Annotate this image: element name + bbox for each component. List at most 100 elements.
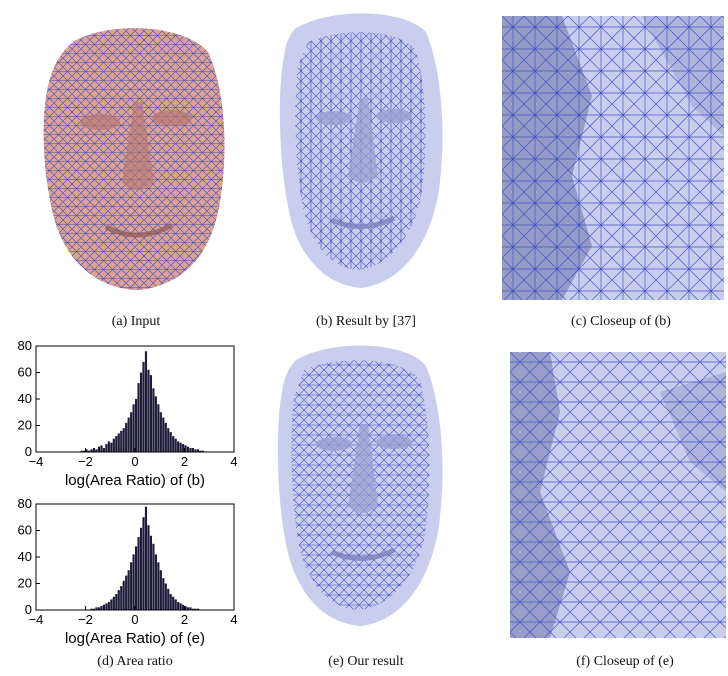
- histogram-bar: [174, 599, 177, 610]
- histogram-bar: [95, 449, 98, 452]
- histogram-bar: [159, 570, 162, 610]
- histogram-bar: [85, 449, 88, 452]
- panel-c-closeup-b: [502, 16, 724, 300]
- mouth: [104, 222, 174, 238]
- histogram-bar: [102, 448, 105, 452]
- histogram-bar: [147, 525, 150, 610]
- histogram-bar: [97, 446, 101, 452]
- result-b-render: [279, 13, 443, 288]
- x-tick-label: 4: [230, 612, 237, 627]
- histogram-bar: [135, 399, 138, 452]
- histogram-bar: [137, 383, 140, 452]
- panel-a-input-face: [36, 22, 236, 294]
- histogram-bar: [83, 450, 86, 452]
- y-tick-label: 80: [18, 496, 32, 511]
- histogram-bar: [120, 586, 123, 610]
- histogram-e: −4 −2 0 2 4 0 20 40 60 80 log(Area Ratio) of (e): [0, 496, 250, 656]
- panel-e-our-result: [274, 340, 450, 630]
- eye-right: [152, 110, 192, 126]
- histogram-bar: [125, 575, 128, 610]
- y-tick-label: 60: [18, 523, 32, 538]
- histogram-bar: [132, 554, 135, 610]
- histogram-bar: [172, 596, 175, 610]
- histogram-bar: [105, 444, 108, 452]
- histogram-bar: [169, 432, 172, 452]
- caption-c: (c) Closeup of (b): [571, 314, 671, 329]
- histogram-bar: [144, 506, 148, 610]
- histogram-bar: [149, 375, 153, 452]
- histogram-bar: [191, 608, 195, 610]
- histogram-bar: [186, 446, 190, 452]
- histogram-bar: [199, 450, 202, 452]
- histogram-bar: [139, 527, 143, 610]
- histogram-bar: [115, 436, 118, 452]
- histogram-bar: [196, 449, 200, 452]
- histogram-bar: [194, 449, 197, 452]
- histogram-bar: [179, 442, 182, 452]
- caption-f: (f) Closeup of (e): [576, 654, 674, 669]
- histogram-bar: [169, 594, 172, 610]
- histogram-bar: [182, 604, 185, 610]
- histogram-bar: [117, 590, 120, 610]
- histogram-bar: [107, 441, 110, 452]
- mouth: [330, 547, 396, 562]
- histogram-bar: [125, 422, 128, 452]
- y-tick-label: 20: [18, 576, 32, 591]
- result-e-render: [277, 345, 443, 626]
- x-tick-label: 4: [230, 454, 237, 469]
- histogram-bar: [172, 436, 175, 452]
- x-tick-label: −2: [78, 612, 93, 627]
- histogram-bar: [115, 594, 118, 610]
- histogram-bar: [137, 537, 140, 610]
- x-tick-label: −2: [78, 454, 93, 469]
- x-tick-label: 0: [131, 612, 138, 627]
- histogram-bar: [162, 578, 165, 610]
- histogram-bar: [182, 444, 185, 452]
- closeup-b-render: [502, 16, 724, 300]
- histogram-bar: [147, 369, 150, 452]
- histogram-bar: [135, 546, 138, 610]
- histogram-bar: [162, 417, 165, 452]
- x-axis-label: log(Area Ratio) of (e): [65, 630, 205, 647]
- histogram-bar: [130, 412, 133, 452]
- histogram-bar: [179, 603, 182, 610]
- histogram-bar: [149, 535, 153, 610]
- histogram-bar: [142, 361, 145, 452]
- histogram-bar: [201, 450, 204, 452]
- y-tick-label: 0: [25, 602, 32, 617]
- x-tick-label: −4: [29, 454, 44, 469]
- histogram-bar: [127, 417, 130, 452]
- histogram-bar: [189, 607, 192, 610]
- nose: [348, 98, 378, 183]
- x-tick-label: −4: [29, 612, 44, 627]
- eye-left: [316, 111, 352, 125]
- histogram-bar: [194, 608, 197, 610]
- y-tick-label: 80: [18, 338, 32, 353]
- panel-f-closeup-e: [510, 352, 726, 638]
- y-tick-label: 0: [25, 444, 32, 459]
- eye-right: [376, 435, 412, 449]
- histogram-bar: [92, 448, 96, 452]
- histogram-bar: [152, 543, 155, 610]
- histogram-bar: [122, 580, 125, 610]
- histogram-bar: [144, 351, 148, 452]
- input-face-render: [43, 28, 225, 291]
- eye-left: [80, 114, 120, 130]
- mouth: [330, 215, 396, 230]
- histogram-bar: [154, 396, 157, 452]
- x-axis-label: log(Area Ratio) of (b): [65, 472, 205, 489]
- histogram-bar: [110, 599, 113, 610]
- nose: [348, 424, 378, 513]
- histogram-bar: [132, 404, 135, 452]
- x-tick-label: 2: [181, 612, 188, 627]
- eye-right: [376, 109, 412, 123]
- y-tick-label: 60: [18, 365, 32, 380]
- histogram-bar: [157, 404, 160, 452]
- histogram-bar: [130, 562, 133, 610]
- histogram-bar: [154, 554, 157, 610]
- histogram-bar: [122, 428, 125, 452]
- histogram-bar: [127, 570, 130, 610]
- histogram-bar: [174, 438, 177, 452]
